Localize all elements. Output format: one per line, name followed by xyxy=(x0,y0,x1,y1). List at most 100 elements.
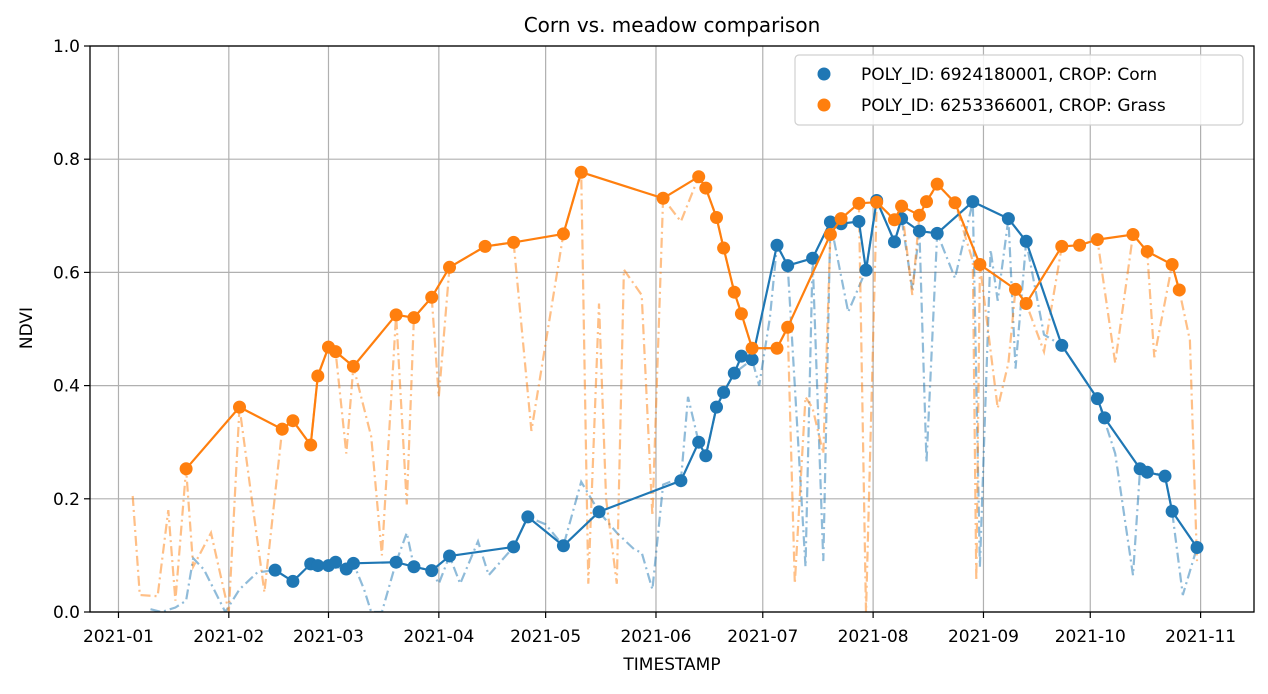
corn-data-point xyxy=(592,505,606,519)
grass-data-point xyxy=(478,239,492,253)
x-tick-label: 2021-10 xyxy=(1055,627,1126,647)
legend-marker-grass xyxy=(817,98,831,112)
corn-data-point xyxy=(425,564,439,578)
grass-data-point xyxy=(834,212,848,226)
grass-data-point xyxy=(389,308,403,322)
grass-data-point xyxy=(1126,227,1140,241)
legend-box xyxy=(794,54,1244,126)
corn-data-point xyxy=(912,224,926,238)
x-tick-label: 2021-06 xyxy=(620,627,691,647)
grass-data-point xyxy=(1019,297,1033,311)
grass-data-point xyxy=(823,227,837,241)
x-tick-label: 2021-02 xyxy=(193,627,264,647)
corn-data-point xyxy=(930,226,944,240)
grass-data-point xyxy=(425,290,439,304)
grass-data-point xyxy=(407,311,421,325)
corn-data-point xyxy=(781,259,795,273)
corn-data-point xyxy=(311,559,325,573)
grid-lines xyxy=(90,45,1254,613)
grass-data-point xyxy=(1055,239,1069,253)
plot-area xyxy=(131,165,1204,612)
grass-data-point xyxy=(443,260,457,274)
corn-data-point xyxy=(1090,392,1104,406)
grass-data-point xyxy=(770,341,784,355)
corn-data-point xyxy=(674,474,688,488)
grass-data-point xyxy=(895,199,909,213)
grass-data-point xyxy=(311,369,325,383)
chart-title: Corn vs. meadow comparison xyxy=(524,13,821,37)
corn-data-point xyxy=(1158,469,1172,483)
corn-data-point xyxy=(1190,540,1204,554)
plot-frame xyxy=(89,45,1255,613)
grass-data-point xyxy=(734,307,748,321)
corn-data-point xyxy=(727,366,741,380)
grass-data-point xyxy=(920,195,934,209)
x-tick-label: 2021-08 xyxy=(838,627,909,647)
grass-data-point xyxy=(1073,238,1087,252)
corn-interpolated-line xyxy=(150,196,1199,612)
corn-data-point xyxy=(709,400,723,414)
grass-data-point xyxy=(709,210,723,224)
corn-data-point xyxy=(770,238,784,252)
corn-data-point xyxy=(286,574,300,588)
grass-data-point xyxy=(556,227,570,241)
corn-data-point xyxy=(859,263,873,277)
x-tick-label: 2021-05 xyxy=(510,627,581,647)
y-tick-label: 0.2 xyxy=(53,490,80,510)
corn-data-point xyxy=(745,353,759,367)
x-tick-label: 2021-07 xyxy=(727,627,798,647)
grass-data-point xyxy=(1140,244,1154,258)
grass-data-point xyxy=(852,196,866,210)
grass-data-point xyxy=(1090,233,1104,247)
grass-data-point xyxy=(727,285,741,299)
corn-data-point xyxy=(1165,504,1179,518)
grass-data-point xyxy=(304,438,318,452)
grass-data-point xyxy=(930,177,944,191)
y-tick-label: 0.4 xyxy=(53,377,80,397)
grass-interpolated-line xyxy=(131,171,1199,612)
corn-data-point xyxy=(823,215,837,229)
corn-data-point xyxy=(734,349,748,363)
grass-data-point xyxy=(973,257,987,271)
legend-marker-corn xyxy=(817,67,831,81)
grass-data-point xyxy=(1165,257,1179,271)
grass-data-point xyxy=(1172,283,1186,297)
corn-data-point xyxy=(443,549,457,563)
grass-data-point xyxy=(346,359,360,373)
x-tick-label: 2021-04 xyxy=(403,627,474,647)
grass-data-point xyxy=(781,320,795,334)
corn-data-point xyxy=(966,195,980,209)
corn-data-point xyxy=(852,214,866,228)
y-tick-label: 0.0 xyxy=(53,603,80,623)
grass-data-point xyxy=(574,165,588,179)
grass-data-point xyxy=(179,462,193,476)
grass-data-point xyxy=(948,196,962,210)
grass-data-point xyxy=(275,422,289,436)
grass-data-point xyxy=(745,341,759,355)
y-tick-label: 0.6 xyxy=(53,263,80,283)
corn-data-point xyxy=(887,235,901,249)
corn-data-point xyxy=(1019,234,1033,248)
corn-data-point xyxy=(329,555,343,569)
corn-data-point xyxy=(692,435,706,449)
legend-label-grass: POLY_ID: 6253366001, CROP: Grass xyxy=(861,96,1166,116)
corn-data-point xyxy=(699,449,713,463)
corn-data-point xyxy=(1140,465,1154,479)
x-tick-label: 2021-03 xyxy=(293,627,364,647)
grass-data-point xyxy=(233,400,247,414)
corn-data-point xyxy=(389,555,403,569)
corn-data-point xyxy=(521,510,535,524)
y-tick-label: 0.8 xyxy=(53,150,80,170)
grass-data-point xyxy=(912,208,926,222)
legend-label-corn: POLY_ID: 6924180001, CROP: Corn xyxy=(861,65,1157,85)
grass-data-point xyxy=(692,170,706,184)
y-tick-label: 1.0 xyxy=(53,37,80,57)
grass-data-point xyxy=(887,213,901,227)
grass-data-point xyxy=(717,241,731,255)
corn-series-line xyxy=(274,196,1198,583)
corn-data-point xyxy=(556,539,570,553)
y-axis-label: NDVI xyxy=(17,307,37,349)
corn-data-point xyxy=(346,556,360,570)
